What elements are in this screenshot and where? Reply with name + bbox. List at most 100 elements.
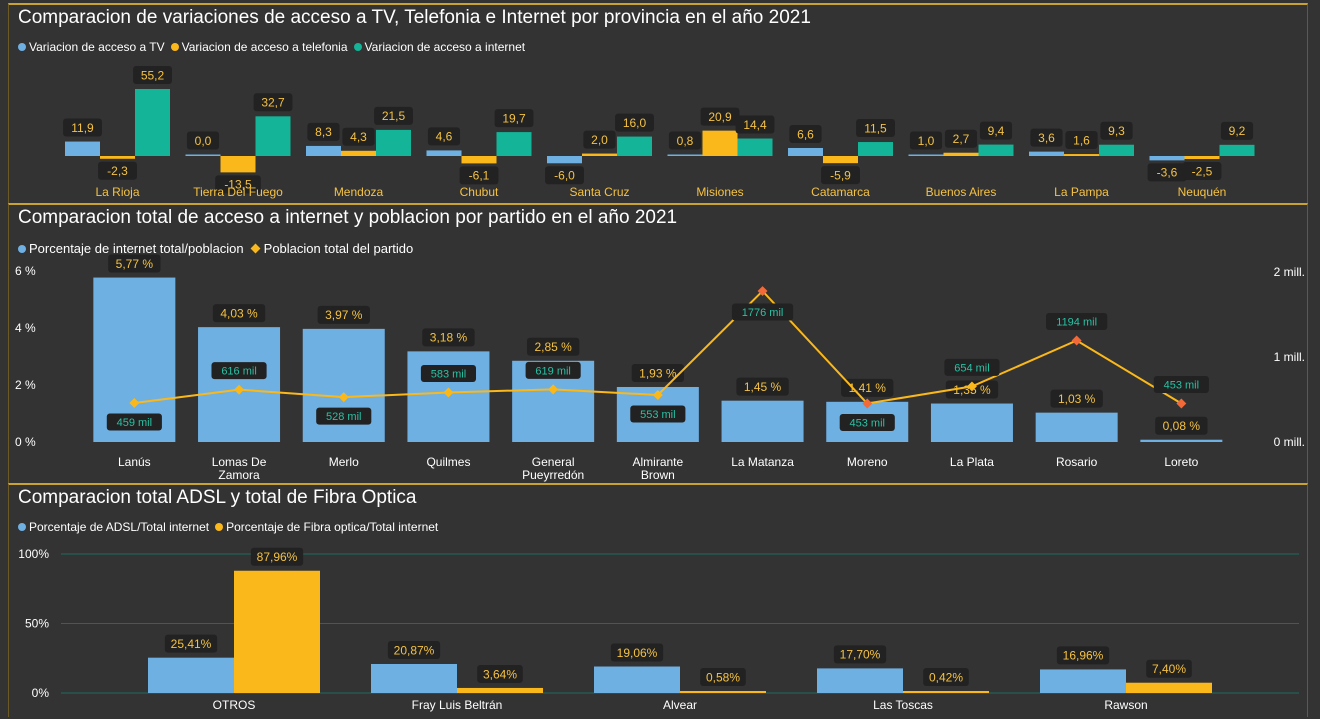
data-label: 616 mil [221, 366, 256, 378]
data-label-bg [212, 304, 266, 323]
data-label-bg [610, 643, 664, 662]
legend-label: Poblacion total del partido [263, 241, 414, 256]
data-label: 1,41 % [849, 381, 887, 395]
legend-swatch [18, 43, 26, 51]
y-tick-label: 100% [18, 547, 49, 561]
data-label: 20,87% [394, 643, 435, 657]
legend-item-poblacion[interactable]: Poblacion total del partido [250, 241, 414, 256]
y-tick-label: 4 % [15, 321, 36, 335]
legend-item-telefonia[interactable]: Variacion de acceso a telefonia [170, 40, 348, 54]
legend-item-internet-pct[interactable]: Porcentaje de internet total/poblacion [18, 241, 244, 256]
data-label-bg [387, 640, 441, 659]
data-label-bg [427, 127, 461, 146]
data-label: 0,0 [195, 134, 212, 148]
data-label: 20,9 [708, 110, 732, 124]
bar-internet [1099, 144, 1134, 156]
x-tick-label: Misiones [696, 185, 743, 199]
data-label: 553 mil [640, 409, 675, 421]
data-label-bg [631, 363, 685, 382]
bar-adsl [594, 666, 680, 693]
x-tick-label: La Rioja [95, 185, 139, 199]
legend-swatch [215, 523, 224, 531]
bar-telefonia [461, 156, 497, 164]
data-label: -6,0 [554, 169, 575, 183]
chart-plot-area: 6 % 4 % 2 % 0 % 2 mill. 1 mill. 0 mill. 5,77 % L… [15, 254, 1305, 482]
chart-legend: Variacion de acceso a TV Variacion de ac… [18, 40, 525, 54]
x-tick-label: General Pueyrredón [522, 455, 584, 482]
data-label: 11,5 [864, 121, 887, 135]
data-label: 3,6 [1038, 131, 1055, 145]
data-label-bg [106, 413, 162, 431]
x-tick-label: Chubut [460, 185, 499, 199]
data-label: 528 mil [326, 411, 361, 423]
data-label: 3,64% [483, 667, 517, 681]
data-label-bg [374, 106, 413, 125]
legend-item-adsl[interactable]: Porcentaje de ADSL/Total internet [18, 520, 209, 534]
chart-panel-internet-population: Comparacion total de acceso a internet y… [8, 203, 1308, 483]
bar-tv [1149, 156, 1185, 161]
data-label-bg [1030, 128, 1063, 147]
x-tick-label: Mendoza [334, 185, 384, 199]
data-label-bg [789, 124, 822, 143]
bar-telefonia [100, 156, 135, 159]
data-label-bg [1146, 659, 1192, 678]
bar-telefonia [943, 152, 979, 156]
legend-label: Variacion de acceso a internet [364, 40, 526, 54]
data-label-bg [307, 122, 340, 141]
chart-title: Comparacion de variaciones de acceso a T… [18, 7, 811, 28]
bar-internet [737, 138, 773, 156]
chart-panel-province-variations: Comparacion de variaciones de acceso a T… [8, 3, 1308, 203]
data-label: -6,1 [469, 169, 490, 183]
y-tick-label: 0 mill. [1274, 435, 1305, 449]
legend-swatch [18, 244, 26, 253]
data-label: -2,5 [1192, 164, 1213, 178]
data-label-bg [856, 119, 895, 138]
bar-tv [547, 156, 582, 164]
legend-item-internet[interactable]: Variacion de acceso a internet [353, 40, 526, 54]
bar-adsl [1040, 669, 1126, 693]
x-tick-label: Alvear [663, 698, 697, 712]
data-label-bg [700, 107, 740, 126]
data-label-bg [63, 118, 102, 137]
legend-swatch [18, 523, 26, 531]
legend-item-fibra[interactable]: Porcentaje de Fibra optica/Total interne… [215, 520, 438, 534]
bar-tv [667, 154, 703, 156]
data-label-bg [1046, 313, 1108, 331]
data-label-bg [979, 121, 1013, 140]
data-label: 5,77 % [116, 257, 154, 271]
data-label-bg [420, 364, 477, 382]
legend-label: Porcentaje de Fibra optica/Total interne… [226, 520, 439, 534]
chart-title: Comparacion total de acceso a internet y… [18, 207, 678, 228]
data-label: 17,70% [840, 648, 881, 662]
marker-poblacion [1071, 335, 1082, 346]
x-tick-label: Loreto [1164, 455, 1198, 469]
chart-legend: Porcentaje de internet total/poblacion P… [18, 241, 413, 256]
data-label-bg [1050, 389, 1103, 408]
bar-internet-pct [1140, 439, 1223, 442]
y-tick-label: 50% [25, 617, 49, 631]
data-label-bg [1065, 131, 1098, 150]
legend-item-tv[interactable]: Variacion de acceso a TV [18, 40, 165, 54]
data-label: 8,3 [315, 125, 332, 139]
data-label: 583 mil [431, 368, 466, 380]
bar-internet-pct [721, 400, 804, 442]
bar-fibra [1126, 682, 1212, 693]
data-label-bg [615, 113, 654, 132]
data-label: 459 mil [117, 417, 152, 429]
data-label-bg [215, 175, 261, 194]
bar-tv [788, 147, 823, 156]
data-label-bg [833, 645, 887, 664]
data-label-bg [525, 361, 581, 379]
marker-poblacion [757, 286, 768, 296]
data-label: 1776 mil [742, 307, 784, 319]
x-tick-label: La Plata [950, 455, 994, 469]
data-label-bg [630, 405, 686, 423]
bar-internet-pct [930, 403, 1013, 442]
data-label: 0,08 % [1163, 419, 1201, 433]
bar-internet [135, 89, 170, 156]
y-tick-label: 2 mill. [1274, 265, 1305, 279]
legend-label: Porcentaje de ADSL/Total internet [29, 520, 210, 534]
data-label: 4,03 % [220, 306, 258, 320]
bar-tv [306, 145, 341, 156]
marker-poblacion [129, 398, 140, 408]
